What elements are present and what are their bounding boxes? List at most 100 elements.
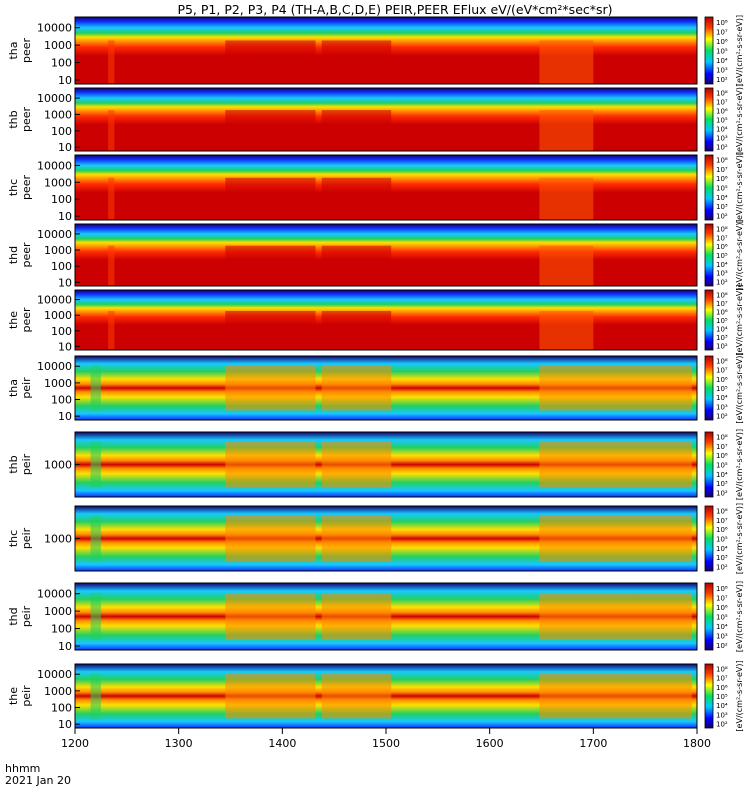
colorbar-tick-label: 10⁷ — [716, 443, 728, 451]
colorbar-tick-label: 10⁸ — [716, 19, 728, 27]
spectrogram-feature — [90, 515, 101, 562]
spectrogram-feature — [321, 40, 392, 84]
colorbar-tick-label: 10² — [716, 720, 728, 728]
colorbar-thc-peir — [704, 505, 714, 572]
colorbar-tick-label: 10² — [716, 144, 728, 152]
colorbar-thb-peer — [704, 87, 714, 152]
panel-frame — [74, 289, 698, 351]
y-tick-label: 10000 — [37, 159, 72, 172]
spectrogram-feature — [108, 311, 115, 350]
y-tick-label: 100 — [51, 394, 72, 407]
panel-frame — [74, 16, 698, 85]
spectrogram-feature — [321, 110, 392, 151]
colorbar-tick-label: 10⁴ — [716, 471, 728, 479]
spectrogram-feature — [539, 441, 692, 488]
spectrogram-feature — [225, 593, 316, 640]
colorbar-tick-label: 10⁶ — [716, 684, 728, 692]
spectrogram-feature — [539, 311, 594, 350]
spectrogram-feature — [225, 515, 316, 562]
colorbar-tick-label: 10⁷ — [716, 594, 728, 602]
panel-probe-label: the — [7, 687, 20, 705]
colorbar-tick-label: 10⁷ — [716, 367, 728, 375]
spectrogram-feature — [321, 177, 392, 220]
y-tick-label: 10000 — [37, 228, 72, 241]
colorbar-tha-peir — [704, 355, 714, 421]
spectrogram-feature — [108, 245, 115, 286]
panel-probe-label: thb — [7, 110, 20, 128]
x-tick-label: 1300 — [165, 737, 193, 750]
colorbar-tick-label: 10⁵ — [716, 185, 728, 193]
colorbar-label: [eV/(cm²-s-sr-eV)] — [735, 503, 744, 574]
colorbar-tick-label: 10⁸ — [716, 434, 728, 442]
spectrogram-feature — [321, 311, 392, 350]
panel-instrument-label: peer — [20, 175, 33, 201]
colorbar-tick-label: 10⁵ — [716, 693, 728, 701]
y-tick-label: 10000 — [37, 588, 72, 601]
y-tick-label: 100 — [51, 702, 72, 715]
y-tick-label: 100 — [51, 325, 72, 338]
panel-instrument-label: peir — [20, 527, 33, 549]
colorbar-the-peer — [704, 289, 714, 351]
panel-instrument-label: peer — [20, 307, 33, 333]
panel-instrument-label: peer — [20, 242, 33, 268]
colorbar-tick-label: 10⁵ — [716, 614, 728, 622]
colorbar-tick-label: 10³ — [716, 554, 728, 562]
y-tick-label: 10 — [58, 718, 72, 731]
spectrogram-feature — [539, 245, 594, 286]
y-tick-label: 1000 — [44, 459, 72, 472]
spectrogram-feature — [225, 311, 316, 350]
colorbar-tick-label: 10³ — [716, 67, 728, 75]
y-tick-label: 1000 — [44, 309, 72, 322]
y-tick-label: 10000 — [37, 92, 72, 105]
colorbar-tick-label: 10² — [716, 563, 728, 571]
panel-frame — [74, 154, 698, 221]
panel-frame — [74, 87, 698, 152]
panel-probe-label: thb — [7, 455, 20, 473]
colorbar-tick-label: 10³ — [716, 480, 728, 488]
spectrogram-feature — [321, 365, 392, 411]
panel-instrument-label: peir — [20, 377, 33, 399]
colorbar-tick-label: 10⁵ — [716, 536, 728, 544]
spectrogram-feature — [539, 673, 692, 719]
y-tick-label: 10000 — [37, 22, 72, 35]
y-tick-label: 10 — [58, 210, 72, 223]
spectrogram-feature — [108, 110, 115, 151]
colorbar-tick-label: 10⁷ — [716, 300, 728, 308]
figure-title: P5, P1, P2, P3, P4 (TH-A,B,C,D,E) PEIR,P… — [177, 2, 612, 17]
y-tick-label: 1000 — [44, 685, 72, 698]
colorbar-tick-label: 10² — [716, 343, 728, 351]
spectrogram-feature — [90, 593, 101, 640]
spectrogram-feature — [321, 593, 392, 640]
colorbar-label: [eV/(cm²-s-sr-eV)] — [735, 352, 744, 423]
colorbar-tick-label: 10⁷ — [716, 99, 728, 107]
colorbar-tick-label: 10⁴ — [716, 57, 728, 65]
colorbar-tick-label: 10⁵ — [716, 48, 728, 56]
colorbar-tick-label: 10⁵ — [716, 317, 728, 325]
colorbar-label: [eV/(cm²-s-sr-eV)] — [735, 15, 744, 86]
colorbar-thb-peir — [704, 431, 714, 498]
panel-probe-label: tha — [7, 41, 20, 59]
colorbar-tick-label: 10³ — [716, 270, 728, 278]
y-tick-label: 1000 — [44, 605, 72, 618]
spectrogram-feature — [321, 245, 392, 286]
spectrogram-feature — [539, 593, 692, 640]
colorbar-tick-label: 10³ — [716, 403, 728, 411]
colorbar-tick-label: 10⁷ — [716, 28, 728, 36]
spectrogram-feature — [321, 515, 392, 562]
y-tick-label: 1000 — [44, 108, 72, 121]
colorbar-tick-label: 10⁶ — [716, 376, 728, 384]
colorbar-tick-label: 10⁶ — [716, 526, 728, 534]
colorbar-tick-label: 10³ — [716, 203, 728, 211]
spectrogram-feature — [90, 441, 101, 488]
colorbar-tick-label: 10⁶ — [716, 604, 728, 612]
spectrogram-feature — [539, 365, 692, 411]
colorbar-label: [eV/(cm²-s-sr-eV)] — [735, 581, 744, 652]
y-tick-label: 10000 — [37, 294, 72, 307]
spectrogram-feature — [90, 673, 101, 719]
panel-thd-peer: 10 100 1000 10000 thd peer 10²10³10⁴10⁵10⁶10⁷1… — [7, 219, 744, 290]
colorbar-tick-label: 10² — [716, 279, 728, 287]
colorbar-tick-label: 10⁶ — [716, 175, 728, 183]
y-tick-label: 1000 — [44, 533, 72, 546]
